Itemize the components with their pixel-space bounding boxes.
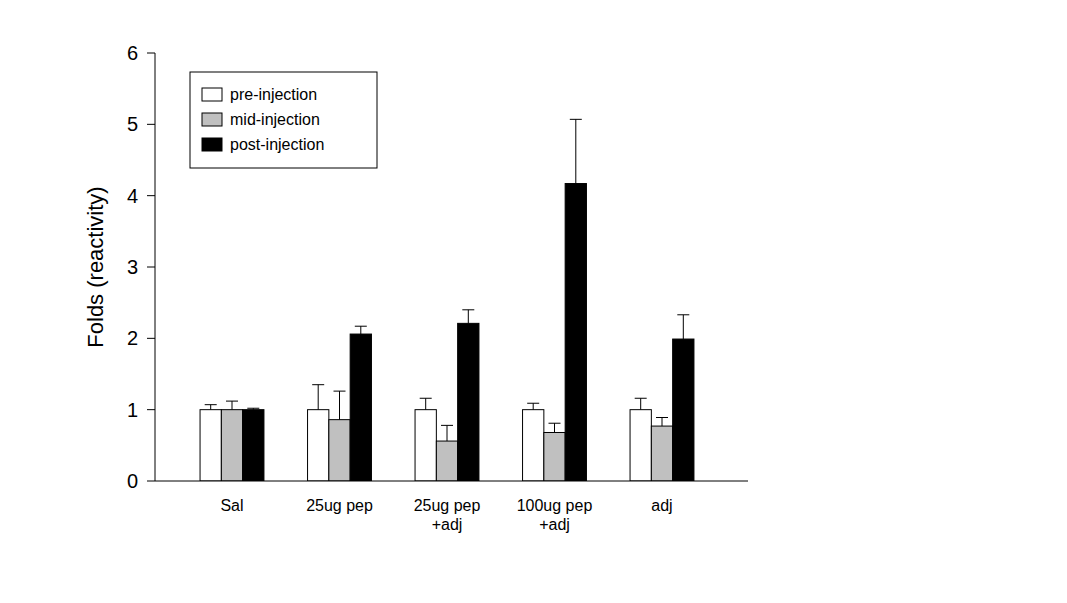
y-tick (147, 267, 155, 268)
bar (329, 420, 350, 481)
x-tick-label: 25ug pep (306, 497, 373, 514)
error-stem (554, 423, 555, 432)
error-cap (677, 314, 689, 315)
error-cap (462, 309, 474, 310)
error-bar (549, 423, 561, 432)
y-tick (147, 124, 155, 125)
error-cap (549, 423, 561, 424)
error-stem (360, 326, 361, 334)
y-tick-label: 4 (127, 185, 138, 207)
bar (523, 410, 544, 481)
error-cap (247, 408, 259, 409)
legend-swatch (202, 113, 222, 126)
y-tick (147, 53, 155, 54)
y-tick-label: 1 (127, 399, 138, 421)
x-tick-label-line: 25ug pep (414, 497, 481, 514)
error-cap (205, 404, 217, 405)
error-cap (420, 398, 432, 399)
error-bar (656, 418, 668, 427)
error-cap (226, 401, 238, 402)
error-stem (662, 418, 663, 427)
y-tick-label: 6 (127, 42, 138, 64)
error-bar (677, 315, 689, 339)
error-cap (570, 119, 582, 120)
error-bar (462, 310, 474, 324)
chart-container: 0 1 2 3 4 5 6 Sal 25ug pep 25ug pep +adj 100ug pep +… (0, 0, 1067, 603)
error-stem (575, 119, 576, 183)
legend-swatch (202, 138, 222, 151)
error-cap (527, 403, 539, 404)
error-bar (420, 398, 432, 409)
error-cap (312, 384, 324, 385)
bar (630, 410, 651, 481)
bar (200, 410, 221, 481)
error-stem (210, 405, 211, 410)
x-tick-label-line: 100ug pep (517, 497, 593, 514)
error-stem (683, 315, 684, 339)
bar (673, 339, 694, 481)
y-tick-label: 5 (127, 113, 138, 135)
y-tick-label: 0 (127, 470, 138, 492)
bar (565, 184, 586, 481)
error-bar (355, 326, 367, 334)
error-cap (441, 425, 453, 426)
y-tick (147, 409, 155, 410)
error-bar (441, 425, 453, 441)
error-cap (334, 391, 346, 392)
x-tick-label-line: 25ug pep (306, 497, 373, 514)
legend-label: mid-injection (230, 111, 320, 128)
legend: pre-injection mid-injection post-injection (190, 72, 377, 168)
error-cap (656, 417, 668, 418)
y-tick (147, 338, 155, 339)
error-cap (635, 398, 647, 399)
bar (415, 410, 436, 481)
y-tick (147, 481, 155, 482)
bar (350, 334, 371, 481)
error-cap (355, 326, 367, 327)
x-axis (155, 481, 748, 482)
x-tick-label: 25ug pep +adj (414, 497, 481, 533)
error-stem (318, 385, 319, 410)
bar (221, 410, 242, 481)
y-tick-label: 2 (127, 327, 138, 349)
x-tick-label-line: Sal (220, 497, 243, 514)
x-tick-label: Sal (220, 497, 243, 514)
error-bar (205, 405, 217, 410)
error-bar (226, 401, 238, 410)
x-tick-label-line: adj (651, 497, 672, 514)
error-stem (468, 310, 469, 324)
bar (308, 410, 329, 481)
error-stem (533, 403, 534, 409)
error-stem (232, 401, 233, 410)
error-bar (635, 398, 647, 409)
x-tick-label: adj (651, 497, 672, 514)
bar (458, 323, 479, 481)
legend-label: pre-injection (230, 86, 317, 103)
bar (243, 410, 264, 481)
y-tick-label: 3 (127, 256, 138, 278)
error-stem (640, 398, 641, 409)
y-axis-label: Folds (reactivity) (83, 186, 108, 347)
legend-box (190, 72, 377, 168)
error-bar (312, 385, 324, 410)
legend-swatch (202, 88, 222, 101)
bar (651, 426, 672, 481)
error-stem (425, 398, 426, 409)
legend-label: post-injection (230, 136, 324, 153)
error-bar (247, 408, 259, 409)
bar (544, 432, 565, 481)
error-stem (447, 425, 448, 441)
error-bar (334, 391, 346, 420)
error-bar (527, 403, 539, 409)
x-tick-label-line: +adj (432, 516, 463, 533)
bar (436, 441, 457, 481)
error-bar (570, 119, 582, 183)
chart-svg: 0 1 2 3 4 5 6 Sal 25ug pep 25ug pep +adj 100ug pep +… (0, 0, 1067, 603)
x-tick-label: 100ug pep +adj (517, 497, 593, 533)
bars (200, 184, 694, 481)
y-tick (147, 195, 155, 196)
x-tick-label-line: +adj (539, 516, 570, 533)
error-stem (339, 391, 340, 420)
